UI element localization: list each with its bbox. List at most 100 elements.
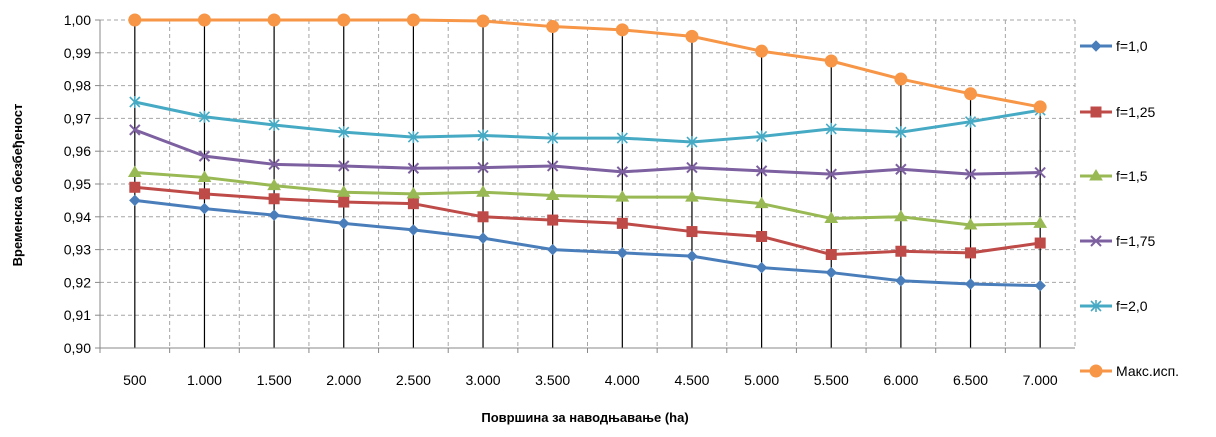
x-tick-label: 1.000 xyxy=(187,372,222,388)
square-marker-shape xyxy=(825,249,837,261)
square-marker-shape xyxy=(198,188,210,200)
legend-entry: f=1,0 xyxy=(1080,38,1148,54)
series-0 xyxy=(129,194,1046,292)
data-point xyxy=(547,214,559,226)
triangle-marker-shape xyxy=(824,211,839,223)
y-tick-label: 1,00 xyxy=(64,12,91,28)
data-point xyxy=(477,161,489,174)
series-5 xyxy=(128,13,1047,114)
square-marker-shape xyxy=(407,198,419,210)
x-tick-label: 3.500 xyxy=(535,372,570,388)
data-point xyxy=(406,186,421,199)
circle-marker-shape xyxy=(894,72,908,86)
data-point xyxy=(267,178,281,191)
x-tick-label: 4.000 xyxy=(605,372,640,388)
data-point xyxy=(1034,279,1046,292)
x-axis-label: Површина за наводњавање (ha) xyxy=(481,410,688,425)
data-point xyxy=(129,96,141,108)
data-point xyxy=(686,136,698,149)
circle-marker-shape xyxy=(267,13,281,27)
series-3 xyxy=(129,124,1046,180)
x-marker-stroke xyxy=(1034,166,1046,179)
x-tick-label: 2.000 xyxy=(326,372,361,388)
y-tick-label: 0,94 xyxy=(64,209,91,225)
data-point xyxy=(129,181,141,193)
diamond-marker-shape xyxy=(338,217,350,230)
series-line xyxy=(134,171,1041,227)
data-point xyxy=(825,266,837,279)
data-point xyxy=(964,115,977,128)
diamond-marker-shape xyxy=(129,194,141,207)
data-point xyxy=(825,122,837,135)
diamond-marker-shape xyxy=(198,202,211,215)
triangle-marker-shape xyxy=(267,178,281,191)
x-tick-label: 6.000 xyxy=(883,372,918,388)
square-marker-shape xyxy=(686,226,698,238)
data-point xyxy=(338,217,350,230)
square-marker-shape xyxy=(1090,106,1102,118)
diamond-marker-shape xyxy=(1090,40,1102,52)
triangle-marker-shape xyxy=(685,190,699,202)
series-line xyxy=(134,128,1041,176)
data-point xyxy=(545,188,560,200)
diamond-marker-shape xyxy=(755,261,768,274)
axes: 0,90 0,91 0,92 0,93 0,94 0,95 0,96 0,97 0,98 0,99… xyxy=(64,12,1075,388)
series-line xyxy=(134,100,1041,144)
data-point xyxy=(616,132,628,145)
data-point xyxy=(756,230,768,242)
y-tick-label: 0,97 xyxy=(64,110,91,126)
data-point xyxy=(127,165,142,178)
y-tick-label: 0,95 xyxy=(64,176,91,192)
data-point xyxy=(685,29,699,43)
triangle-marker-shape xyxy=(615,190,630,202)
y-tick-label: 0,90 xyxy=(64,340,91,356)
circle-marker-shape xyxy=(685,29,699,43)
data-point xyxy=(755,165,768,177)
x-tick-label: 500 xyxy=(123,372,147,388)
data-point xyxy=(686,250,698,262)
legend-entry: f=2,0 xyxy=(1080,298,1148,314)
diamond-marker-shape xyxy=(964,278,977,290)
grid xyxy=(100,19,1076,348)
y-axis-label: Временска обезбеђеност xyxy=(10,104,25,267)
data-point xyxy=(895,275,907,287)
data-point xyxy=(477,232,489,244)
square-marker-shape xyxy=(965,247,977,259)
x-marker-stroke xyxy=(268,158,280,171)
triangle-marker-shape xyxy=(1033,216,1048,228)
data-point xyxy=(894,72,908,86)
data-point xyxy=(755,44,769,58)
triangle-marker-shape xyxy=(1089,169,1103,181)
data-point xyxy=(686,226,698,238)
data-point xyxy=(267,13,281,27)
data-point xyxy=(128,13,142,27)
triangle-marker-shape xyxy=(406,186,421,199)
data-point xyxy=(407,131,419,144)
diamond-marker-shape xyxy=(895,275,907,287)
y-tick-label: 0,96 xyxy=(64,143,91,159)
data-point xyxy=(756,130,768,143)
data-point xyxy=(337,13,351,27)
diamond-marker-shape xyxy=(1034,279,1046,292)
x-tick-label: 7.000 xyxy=(1023,372,1058,388)
x-marker-stroke xyxy=(546,160,559,172)
y-tick-label: 0,98 xyxy=(64,78,91,94)
x-marker-stroke xyxy=(407,162,420,174)
diamond-marker-shape xyxy=(407,224,420,236)
legend: f=1,0 f=1,25 f=1,5 f=1,75 f=2,0 Макс.исп. xyxy=(1080,38,1179,379)
series-line xyxy=(134,185,1041,257)
data-point xyxy=(1034,237,1046,249)
data-point xyxy=(895,163,907,175)
data-point xyxy=(546,20,560,34)
legend-entry: f=1,25 xyxy=(1080,104,1156,120)
x-tick-label: 4.500 xyxy=(674,372,709,388)
series-2 xyxy=(127,165,1048,230)
data-point xyxy=(616,166,629,178)
square-marker-shape xyxy=(1034,237,1046,249)
triangle-marker-shape xyxy=(545,188,560,200)
x-tick-label: 5.000 xyxy=(744,372,779,388)
diamond-marker-shape xyxy=(686,250,698,262)
legend-label: f=1,0 xyxy=(1116,38,1148,54)
triangle-marker-shape xyxy=(197,170,212,182)
